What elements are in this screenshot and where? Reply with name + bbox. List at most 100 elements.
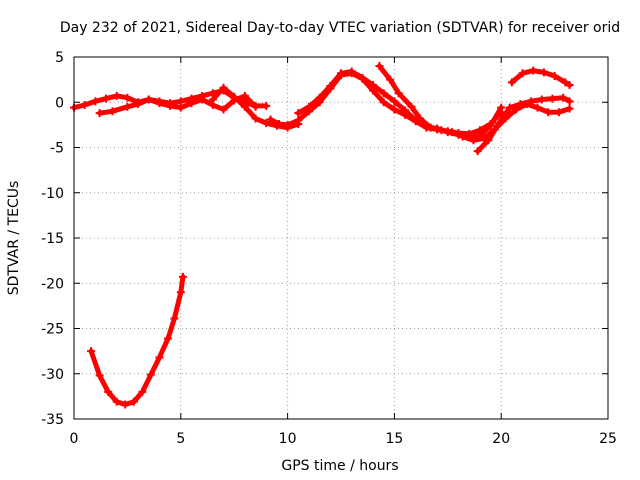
data-point <box>283 120 292 129</box>
data-point <box>121 400 130 409</box>
data-point <box>144 95 153 104</box>
data-point <box>251 114 260 123</box>
series-segment-g <box>473 93 574 156</box>
x-axis-label: GPS time / hours <box>281 458 398 474</box>
data-point <box>87 347 96 356</box>
data-point <box>533 103 542 112</box>
y-tick-label: 0 <box>55 95 64 111</box>
data-point <box>208 95 217 104</box>
series-line <box>268 70 504 137</box>
data-point <box>548 94 557 103</box>
x-tick-label: 25 <box>599 431 617 447</box>
data-point <box>561 78 570 87</box>
data-point <box>484 136 493 145</box>
data-point <box>219 105 228 114</box>
data-point <box>138 387 147 396</box>
data-point <box>129 397 138 406</box>
x-tick-label: 20 <box>492 431 510 447</box>
data-point <box>550 72 559 81</box>
data-point <box>166 101 175 110</box>
series-line <box>88 274 186 407</box>
data-point <box>495 119 504 128</box>
data-point <box>527 97 536 106</box>
y-tick-label: 5 <box>55 50 64 66</box>
data-point <box>458 132 467 141</box>
data-point <box>469 136 478 145</box>
data-point <box>104 387 113 396</box>
data-point <box>123 93 132 102</box>
data-point <box>176 103 185 112</box>
data-point <box>108 107 117 116</box>
y-tick-label: -20 <box>41 276 64 292</box>
x-tick-label: 10 <box>279 431 297 447</box>
data-point <box>230 92 239 101</box>
data-point <box>240 91 249 100</box>
chart-title: Day 232 of 2021, Sidereal Day-to-day VTE… <box>60 20 620 36</box>
data-point <box>486 121 495 130</box>
data-point <box>559 93 568 102</box>
data-point <box>112 91 121 100</box>
data-point <box>178 272 187 281</box>
data-point <box>407 102 416 111</box>
data-point <box>155 353 164 362</box>
data-point <box>146 370 155 379</box>
data-point <box>198 95 207 104</box>
y-tick-label: -25 <box>41 322 64 338</box>
series-segment-h <box>507 66 574 90</box>
data-point <box>565 97 574 106</box>
y-tick-label: -30 <box>41 367 64 383</box>
data-point <box>315 93 324 102</box>
data-point <box>426 123 435 132</box>
data-point <box>134 100 143 109</box>
y-tick-label: -5 <box>50 141 64 157</box>
y-axis-label: SDTVAR / TECUs <box>6 181 22 296</box>
data-point <box>294 109 303 118</box>
series-layer <box>70 62 574 409</box>
data-point <box>163 334 172 343</box>
data-point <box>539 68 548 77</box>
data-point <box>123 102 132 111</box>
data-point <box>390 97 399 106</box>
data-point <box>95 109 104 118</box>
data-point <box>262 119 271 128</box>
data-point <box>518 69 527 78</box>
data-point <box>529 66 538 75</box>
data-point <box>369 81 378 90</box>
x-tick-label: 15 <box>385 431 403 447</box>
data-point <box>507 78 516 87</box>
data-point <box>394 89 403 98</box>
y-tick-label: -35 <box>41 412 64 428</box>
data-point <box>379 98 388 107</box>
data-point <box>187 99 196 108</box>
data-point <box>497 103 506 112</box>
data-point <box>176 288 185 297</box>
axis-ticks: 0 5 10 15 20 25 5 0 -5 -10 -15 -20 -25 -30 -35 <box>41 50 617 447</box>
series-line <box>475 95 573 154</box>
data-point <box>95 371 104 380</box>
data-point <box>505 103 514 112</box>
data-point <box>375 62 384 71</box>
data-point <box>347 67 356 76</box>
x-tick-label: 5 <box>176 431 185 447</box>
data-point <box>219 83 228 92</box>
data-point <box>337 69 345 78</box>
data-point <box>565 104 574 113</box>
data-point <box>416 114 425 123</box>
data-point <box>386 75 395 84</box>
data-point <box>554 108 563 117</box>
data-point <box>437 126 446 135</box>
data-point <box>91 97 100 106</box>
data-point <box>102 94 111 103</box>
data-point <box>294 116 303 125</box>
series-segment-i <box>87 272 187 409</box>
data-point <box>80 100 89 109</box>
data-point <box>170 314 179 323</box>
data-point <box>251 102 260 111</box>
data-point <box>112 397 121 406</box>
series-segment-b <box>95 91 260 118</box>
data-point <box>240 102 249 111</box>
data-point <box>262 101 271 110</box>
y-tick-label: -15 <box>41 231 64 247</box>
data-point <box>448 128 457 137</box>
series-segment-d <box>266 69 506 138</box>
